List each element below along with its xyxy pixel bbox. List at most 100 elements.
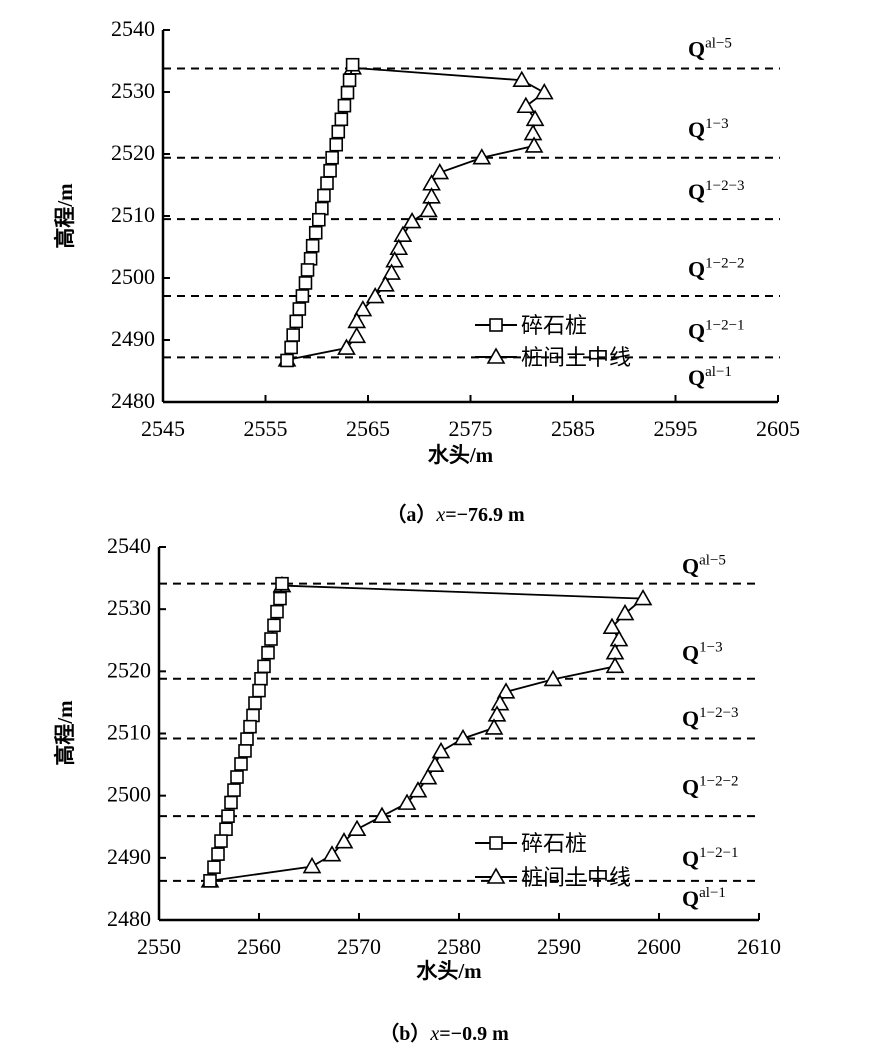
data-point-triangle — [347, 326, 367, 344]
data-point-square — [292, 302, 307, 316]
data-point-square — [345, 57, 360, 72]
layer-label: Qal−5 — [682, 553, 726, 579]
x-tick-label: 2610 — [737, 934, 781, 959]
data-point-square — [207, 860, 221, 874]
y-tick-label: 2510 — [107, 720, 151, 745]
layer-label: Q1−2−1 — [688, 318, 745, 344]
layer-label: Q1−2−1 — [682, 845, 739, 871]
y-tick-label: 2540 — [111, 16, 155, 41]
y-tick-label: 2530 — [111, 78, 155, 103]
data-point-triangle — [487, 705, 507, 722]
data-point-triangle — [472, 148, 492, 165]
y-axis-label: 高程/m — [53, 183, 77, 249]
data-point-triangle — [524, 136, 544, 153]
data-point-triangle — [402, 211, 422, 229]
data-point-triangle — [365, 286, 385, 304]
data-point-triangle — [602, 617, 622, 634]
x-tick-label: 2605 — [756, 416, 800, 441]
data-point-square — [331, 124, 346, 139]
data-point-triangle — [393, 225, 413, 243]
y-tick-label: 2500 — [111, 264, 155, 289]
panel-caption: （a）x=−76.9 m — [386, 503, 525, 526]
panel-caption: （b）x=−0.9 m — [379, 1022, 509, 1045]
data-point-triangle — [512, 70, 532, 88]
data-point-square — [325, 150, 339, 165]
y-axis-label: 高程/m — [53, 700, 77, 766]
data-point-triangle — [453, 728, 473, 746]
data-point-square — [227, 783, 241, 797]
data-point-square — [234, 757, 248, 771]
layer-label: Qal−1 — [682, 885, 726, 911]
data-point-triangle — [605, 643, 625, 660]
data-point-square — [264, 632, 278, 646]
x-tick-label: 2560 — [237, 934, 281, 959]
data-point-square — [275, 576, 289, 591]
data-point-square — [308, 225, 323, 240]
legend-label: 桩间土中线 — [521, 865, 631, 890]
data-point-square — [257, 659, 271, 674]
data-point-square — [303, 251, 318, 266]
data-point-square — [280, 353, 294, 368]
layer-label: Q1−3 — [688, 116, 729, 142]
data-point-triangle — [389, 238, 409, 256]
data-point-triangle — [372, 806, 392, 823]
data-point-square — [284, 340, 298, 355]
data-point-triangle — [322, 845, 342, 862]
legend-marker-square — [489, 836, 503, 850]
data-point-square — [286, 328, 300, 342]
chart-panel-a: 2480 2490 2500 2510 2520 2530 2540 2545 2555 2565… — [53, 16, 800, 526]
data-point-triangle — [382, 263, 401, 280]
data-point-square — [240, 732, 254, 746]
data-point-triangle — [431, 741, 451, 759]
data-point-square — [315, 201, 329, 216]
y-tick-label: 2530 — [107, 595, 151, 620]
data-point-square — [243, 719, 257, 734]
data-point-square — [323, 163, 337, 178]
y-tick-label: 2490 — [107, 844, 151, 869]
data-point-square — [267, 618, 281, 633]
data-point-square — [305, 238, 320, 253]
data-point-square — [224, 795, 238, 810]
y-tick-label: 2510 — [111, 202, 155, 227]
data-point-triangle — [397, 793, 417, 810]
data-point-square — [289, 314, 304, 329]
data-point-triangle — [516, 96, 536, 114]
data-point-square — [298, 276, 313, 290]
data-point-triangle — [484, 718, 504, 735]
layer-label: Qal−1 — [688, 364, 732, 390]
data-point-square — [270, 604, 284, 619]
data-point-square — [340, 85, 355, 100]
data-point-triangle — [609, 630, 629, 647]
data-point-triangle — [422, 187, 441, 204]
x-tick-label: 2545 — [141, 416, 185, 441]
data-point-triangle — [523, 123, 543, 141]
data-point-square — [329, 137, 344, 152]
data-point-square — [300, 263, 315, 277]
data-point-square — [219, 822, 233, 837]
data-point-triangle — [418, 768, 438, 785]
y-tick-label: 2490 — [111, 326, 155, 351]
data-point-triangle — [490, 694, 510, 711]
y-tick-label: 2480 — [111, 388, 155, 413]
data-point-square — [334, 112, 349, 127]
data-point-triangle — [385, 251, 405, 268]
x-tick-label: 2585 — [551, 416, 595, 441]
data-point-square — [337, 98, 352, 113]
data-point-square — [311, 212, 326, 227]
data-point-square — [254, 671, 268, 686]
data-point-square — [246, 708, 260, 723]
data-point-square — [230, 770, 244, 784]
legend-label: 碎石桩 — [521, 831, 587, 856]
data-point-triangle — [302, 856, 322, 874]
data-point-triangle — [347, 819, 367, 837]
layer-label: Q1−3 — [682, 640, 723, 666]
data-point-triangle — [615, 603, 635, 621]
x-tick-label: 2555 — [244, 416, 288, 441]
layer-label: Q1−2−3 — [682, 705, 739, 731]
x-tick-label: 2575 — [449, 416, 493, 441]
data-point-triangle — [496, 682, 516, 699]
data-point-square — [252, 683, 266, 698]
